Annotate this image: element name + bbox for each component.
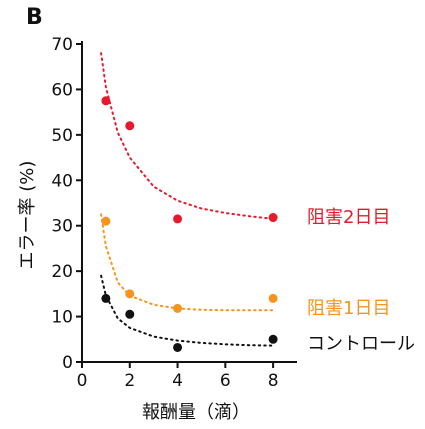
data-point (173, 342, 183, 352)
y-tick-label: 10 (51, 308, 73, 328)
data-point (125, 289, 135, 299)
series-label: 阻害1日目 (307, 298, 390, 319)
x-tick-label: 6 (220, 371, 231, 391)
y-tick-label: 70 (51, 35, 73, 55)
y-tick-label: 20 (51, 262, 73, 282)
y-tick-label: 60 (51, 80, 73, 100)
fit-curves (100, 52, 275, 347)
fit-curve-1 (100, 213, 275, 312)
data-point (101, 216, 111, 226)
data-point (268, 334, 278, 344)
fit-curve-0 (100, 52, 275, 220)
series-label: コントロール (307, 334, 415, 355)
y-tick-label: 40 (51, 171, 73, 191)
y-tick-label: 30 (51, 217, 73, 237)
data-point (268, 293, 278, 303)
series-label: 阻害2日目 (307, 207, 390, 228)
axes: 0 10 20 30 40 50 60 70 0 2 4 6 8 (51, 35, 297, 391)
data-point (125, 309, 135, 319)
data-point (125, 121, 135, 131)
x-tick-label: 4 (172, 371, 183, 391)
data-point (268, 213, 278, 223)
x-tick-label: 2 (124, 371, 135, 391)
panel-label: B (26, 5, 43, 30)
y-axis-title: エラー率 (%) (17, 161, 38, 270)
data-point (101, 96, 111, 106)
x-tick-label: 8 (268, 371, 279, 391)
fit-curve-2 (100, 274, 275, 347)
x-tick-label: 0 (77, 371, 88, 391)
data-point (173, 214, 183, 224)
data-point (101, 293, 111, 303)
y-tick-label: 50 (51, 126, 73, 146)
data-points (101, 96, 278, 352)
y-tick-label: 0 (62, 353, 73, 373)
x-axis-title: 報酬量（滴） (142, 402, 250, 423)
data-point (173, 303, 183, 313)
